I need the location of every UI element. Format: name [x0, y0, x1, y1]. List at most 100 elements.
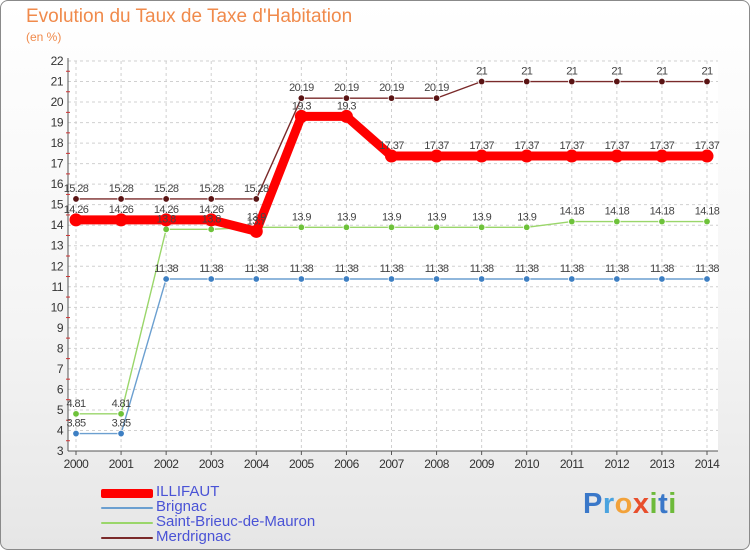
chart-subtitle: (en %): [26, 30, 62, 44]
data-label: 13.9: [472, 211, 491, 223]
data-point: [613, 77, 621, 86]
logo-letter: x: [632, 488, 650, 520]
data-label: 19.3: [292, 100, 311, 112]
data-label: 15.28: [244, 183, 269, 195]
data-label: 3.85: [112, 418, 131, 430]
data-point: [523, 77, 531, 86]
data-label: 15.28: [109, 183, 134, 195]
x-tick-label: 2013: [650, 457, 676, 471]
x-tick-label: 2005: [289, 457, 315, 471]
logo-letter: o: [614, 488, 633, 520]
data-point: [658, 77, 666, 86]
data-point: [252, 195, 260, 203]
data-point: [700, 149, 714, 163]
y-tick-label: 11: [52, 280, 64, 294]
chart-title: Evolution du Taux de Taxe d'Habitation: [26, 6, 353, 27]
legend-swatch-brignac: [101, 507, 153, 509]
y-tick-label: 15: [51, 198, 64, 212]
data-point: [117, 429, 125, 438]
data-label: 11.38: [470, 263, 494, 275]
data-label: 13.9: [427, 211, 446, 223]
y-tick-label: 5: [57, 403, 64, 417]
data-label: 11.38: [154, 263, 178, 275]
data-point: [207, 195, 215, 203]
x-tick-label: 2003: [199, 457, 225, 471]
data-label: 11.38: [199, 263, 223, 275]
data-label: 14.26: [109, 204, 134, 216]
x-tick-label: 2000: [64, 457, 90, 471]
data-point: [610, 149, 624, 163]
data-point: [162, 225, 170, 234]
data-point: [477, 275, 486, 283]
data-point: [207, 225, 215, 234]
logo-letter: t: [658, 488, 669, 520]
data-label: 13.8: [202, 213, 221, 225]
data-point: [568, 275, 576, 283]
data-point: [69, 213, 83, 227]
data-point: [658, 217, 666, 226]
legend-label-merdrignac: Merdrignac: [156, 528, 232, 545]
x-tick-label: 2004: [244, 457, 270, 471]
x-tick-label: 2001: [109, 457, 135, 471]
data-point: [432, 275, 441, 283]
y-tick-label: 12: [51, 259, 64, 273]
data-label: 13.9: [292, 211, 311, 223]
data-point: [162, 195, 170, 203]
plot-area: [68, 61, 718, 451]
data-label: 13.7: [247, 215, 266, 227]
y-tick-label: 13: [51, 239, 64, 253]
data-point: [387, 94, 396, 102]
data-label: 20.19: [289, 82, 314, 94]
data-label: 14.18: [650, 206, 675, 218]
logo-letter: P: [583, 488, 603, 520]
y-tick-label: 14: [51, 218, 64, 232]
data-label: 17.37: [424, 140, 449, 152]
data-label: 21: [476, 66, 488, 78]
legend-swatch-illifaut: [101, 488, 153, 498]
data-label: 13.9: [247, 211, 266, 223]
y-tick-label: 3: [57, 444, 64, 458]
y-tick-label: 10: [51, 300, 64, 314]
data-point: [565, 149, 579, 163]
data-label: 14.18: [695, 206, 720, 218]
data-label: 13.9: [382, 211, 401, 223]
data-label: 17.37: [605, 140, 630, 152]
logo-letter: i: [649, 488, 659, 520]
legend-swatch-merdrignac: [101, 537, 153, 539]
x-tick-label: 2012: [605, 457, 631, 471]
data-label: 11.38: [289, 263, 313, 275]
x-tick-label: 2007: [379, 457, 405, 471]
logo-letter: i: [668, 488, 677, 520]
data-label: 11.38: [560, 263, 584, 275]
data-label: 3.85: [66, 418, 85, 430]
data-label: 15.28: [199, 183, 224, 195]
data-point: [207, 275, 215, 283]
x-tick-label: 2006: [334, 457, 360, 471]
y-tick-label: 19: [51, 116, 64, 130]
data-label: 21: [521, 66, 533, 78]
data-label: 11.38: [515, 263, 539, 275]
data-point: [568, 217, 576, 226]
y-tick-label: 20: [51, 95, 64, 109]
data-point: [613, 275, 621, 283]
data-label: 14.18: [605, 206, 630, 218]
data-point: [475, 149, 489, 163]
data-label: 20.19: [334, 82, 359, 94]
logo-letter: r: [602, 488, 615, 520]
data-point: [294, 109, 308, 123]
data-point: [432, 223, 441, 231]
data-point: [655, 149, 669, 163]
data-point: [72, 195, 80, 203]
y-tick-label: 18: [51, 136, 64, 150]
data-label: 14.26: [154, 204, 179, 216]
data-label: 11.38: [650, 263, 674, 275]
x-tick-label: 2009: [469, 457, 495, 471]
data-label: 11.38: [335, 263, 359, 275]
legend-label-brignac: Brignac: [156, 498, 207, 515]
data-point: [297, 223, 306, 231]
data-point: [430, 149, 444, 163]
data-point: [703, 217, 711, 226]
data-label: 21: [611, 66, 623, 78]
data-point: [162, 275, 170, 283]
data-point: [342, 275, 351, 283]
